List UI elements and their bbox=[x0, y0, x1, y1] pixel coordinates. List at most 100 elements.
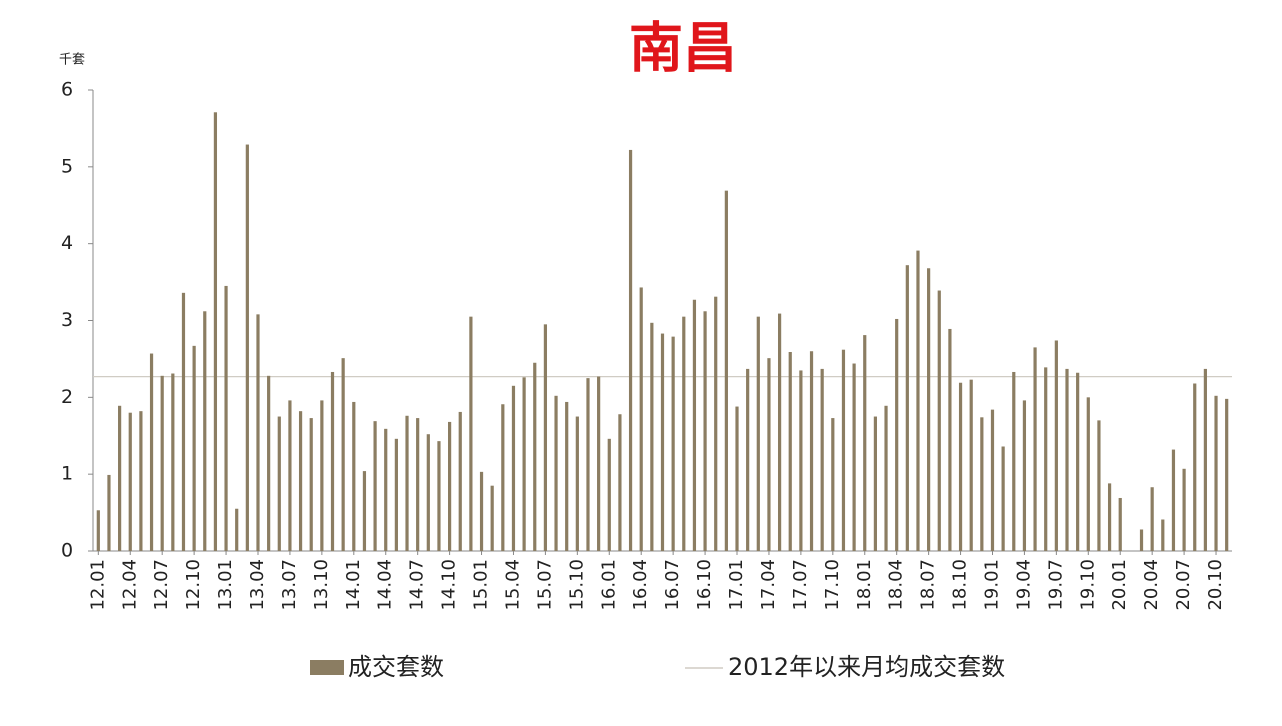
bar bbox=[501, 404, 505, 551]
bar bbox=[841, 349, 846, 551]
bar bbox=[1001, 446, 1005, 551]
x-tick-label: 18.07 bbox=[918, 559, 939, 611]
bar bbox=[628, 149, 633, 551]
x-tick-label: 16.04 bbox=[630, 559, 651, 611]
x-tick-label: 16.10 bbox=[694, 559, 715, 611]
x-tick-label: 20.10 bbox=[1205, 559, 1226, 611]
x-tick-label: 17.04 bbox=[758, 559, 779, 611]
bar bbox=[809, 351, 814, 551]
bar bbox=[746, 368, 750, 551]
bar bbox=[682, 316, 686, 551]
bar bbox=[384, 428, 388, 551]
bar bbox=[533, 362, 537, 551]
x-tick-label: 17.10 bbox=[822, 559, 843, 611]
x-tick-label: 13.04 bbox=[247, 559, 268, 611]
x-tick-label: 15.04 bbox=[502, 559, 523, 611]
bar bbox=[586, 378, 590, 551]
bar bbox=[820, 368, 824, 551]
bar bbox=[192, 345, 196, 551]
bar bbox=[767, 358, 771, 551]
bar bbox=[1044, 367, 1048, 551]
x-tick-label: 16.07 bbox=[662, 559, 683, 611]
bar bbox=[522, 377, 526, 551]
bar bbox=[203, 311, 207, 551]
bar bbox=[927, 268, 931, 551]
bar bbox=[969, 379, 973, 551]
bar bbox=[139, 411, 143, 551]
y-unit: 千套 bbox=[59, 52, 85, 68]
bar bbox=[575, 416, 579, 551]
bar bbox=[405, 415, 409, 551]
y-tick-label: 3 bbox=[61, 309, 73, 331]
bar bbox=[650, 322, 654, 551]
bar bbox=[1182, 468, 1186, 551]
bar bbox=[735, 406, 739, 551]
y-tick-label: 5 bbox=[61, 155, 73, 177]
x-tick-label: 17.01 bbox=[726, 559, 747, 611]
bar bbox=[118, 405, 122, 551]
bar bbox=[1214, 395, 1218, 551]
bar bbox=[511, 385, 516, 551]
bar bbox=[426, 434, 430, 551]
bar bbox=[607, 438, 611, 551]
bar bbox=[714, 296, 718, 551]
bar bbox=[96, 510, 100, 551]
bar bbox=[469, 316, 473, 551]
bar bbox=[1118, 497, 1122, 551]
x-tick-label: 12.10 bbox=[183, 559, 204, 611]
y-tick-label: 4 bbox=[61, 232, 73, 254]
bar bbox=[937, 290, 941, 551]
bar bbox=[458, 411, 462, 551]
bar bbox=[597, 376, 601, 551]
bar bbox=[831, 418, 835, 551]
bar bbox=[554, 395, 558, 551]
bar bbox=[852, 363, 856, 551]
x-tick-label: 12.07 bbox=[151, 559, 172, 611]
bar bbox=[639, 287, 643, 551]
y-tick-label: 2 bbox=[61, 386, 73, 408]
bar bbox=[916, 250, 920, 551]
bar bbox=[980, 417, 984, 551]
bar bbox=[873, 416, 877, 551]
bar bbox=[565, 401, 569, 551]
x-tick-label: 14.07 bbox=[407, 559, 428, 611]
x-tick-label: 13.01 bbox=[215, 559, 236, 611]
bar bbox=[777, 313, 782, 551]
x-tick-label: 19.10 bbox=[1077, 559, 1098, 611]
bar bbox=[660, 333, 665, 551]
bar bbox=[618, 414, 622, 551]
bar bbox=[1161, 519, 1165, 551]
bar bbox=[1225, 398, 1229, 551]
x-tick-label: 18.10 bbox=[950, 559, 971, 611]
bar bbox=[756, 316, 760, 551]
legend-label: 成交套数 bbox=[348, 653, 444, 681]
bar bbox=[905, 265, 909, 551]
bar bbox=[884, 405, 888, 551]
bar bbox=[724, 190, 728, 551]
bar bbox=[107, 474, 111, 551]
bar bbox=[224, 285, 228, 551]
bar bbox=[373, 421, 377, 551]
bar bbox=[437, 441, 441, 551]
bar bbox=[799, 370, 803, 551]
x-tick-label: 18.01 bbox=[854, 559, 875, 611]
bar bbox=[1139, 529, 1144, 551]
bar bbox=[1076, 372, 1080, 551]
bar bbox=[1203, 368, 1207, 551]
x-tick-label: 19.04 bbox=[1013, 559, 1034, 611]
bar bbox=[1033, 347, 1037, 551]
bar bbox=[1107, 483, 1112, 551]
bar bbox=[1012, 371, 1016, 551]
bar bbox=[1022, 400, 1027, 551]
legend-swatch bbox=[310, 660, 344, 675]
x-tick-label: 14.04 bbox=[375, 559, 396, 611]
x-tick-label: 17.07 bbox=[790, 559, 811, 611]
bar bbox=[1086, 397, 1090, 551]
bar bbox=[149, 353, 154, 551]
bar bbox=[1171, 449, 1176, 551]
x-tick-label: 16.01 bbox=[598, 559, 619, 611]
chart-title: 南昌 bbox=[629, 17, 737, 80]
x-tick-label: 20.07 bbox=[1173, 559, 1194, 611]
x-tick-label: 12.04 bbox=[119, 559, 140, 611]
